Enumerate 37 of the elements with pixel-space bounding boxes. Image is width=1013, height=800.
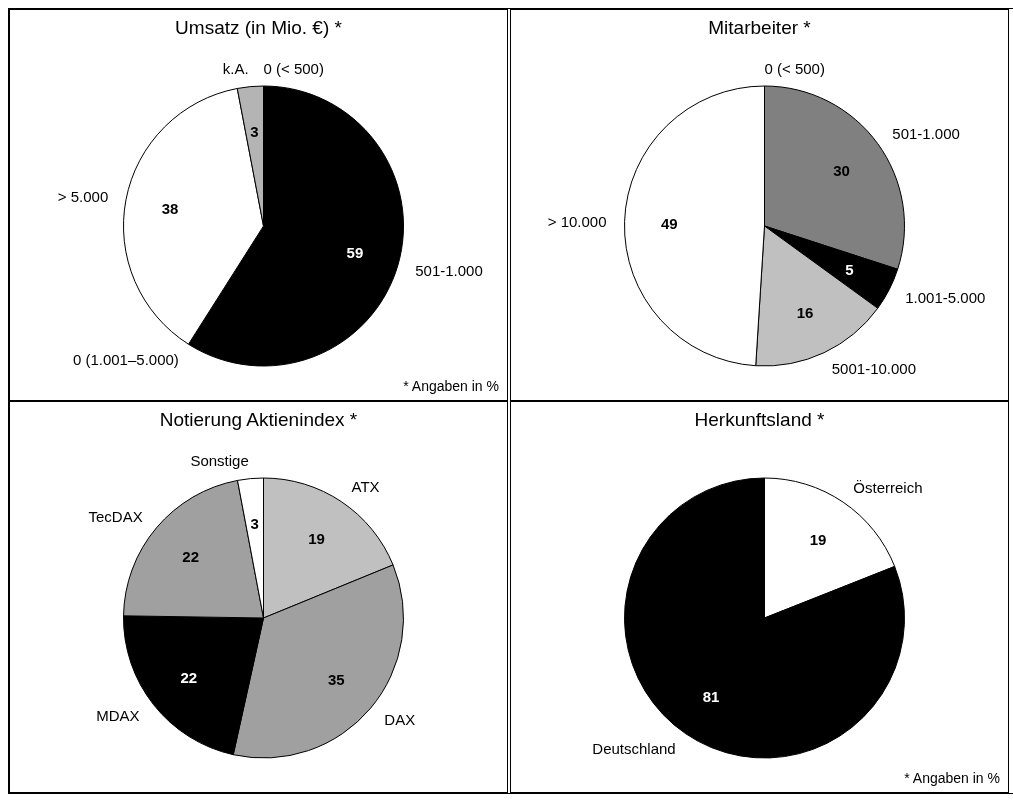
slice-label: TecDAX (88, 507, 143, 525)
data-label: 3 (250, 514, 259, 532)
data-label: 22 (182, 548, 200, 566)
chart-title: Herkunftsland * (693, 408, 826, 432)
data-label: 30 (833, 161, 850, 179)
slice-label: DAX (384, 711, 416, 729)
slice-label: Österreich (853, 478, 923, 496)
slice-label: 501-1.000 (415, 261, 483, 279)
data-label: 19 (809, 530, 827, 548)
slice-label: Sonstige (190, 452, 249, 470)
text: * Angaben in % (403, 378, 499, 394)
category-label: 0 (1.001–5.000) (72, 350, 179, 368)
slice-label: > 5.000 (57, 187, 109, 205)
data-label: 38 (161, 199, 179, 217)
data-label: 5 (845, 260, 854, 278)
chart-title: Notierung Aktienindex * (158, 408, 359, 432)
category-label: 0 (< 500) (764, 59, 825, 77)
slice-label: 5001-10.000 (831, 360, 917, 378)
chart-title: Umsatz (in Mio. €) * (174, 16, 343, 40)
text: * Angaben in % (904, 770, 1000, 786)
category-label: 0 (< 500) (263, 59, 324, 77)
slice-label: 1.001-5.000 (905, 289, 986, 307)
slice-label: MDAX (96, 707, 140, 725)
data-label: 81 (702, 688, 720, 706)
data-label: 49 (661, 214, 678, 232)
data-label: 16 (796, 303, 814, 321)
data-label: 35 (327, 670, 345, 688)
slice-label: 501-1.000 (892, 124, 960, 142)
data-label: 19 (308, 530, 325, 548)
data-label: 22 (180, 668, 198, 686)
chart-title: Mitarbeiter * (707, 16, 812, 40)
data-label: 59 (346, 244, 364, 262)
slice-label: > 10.000 (547, 212, 607, 230)
slice-label: k.A. (222, 60, 249, 78)
data-label: 3 (250, 122, 259, 140)
slice-label: Deutschland (592, 740, 676, 758)
slice-label: ATX (351, 478, 380, 496)
